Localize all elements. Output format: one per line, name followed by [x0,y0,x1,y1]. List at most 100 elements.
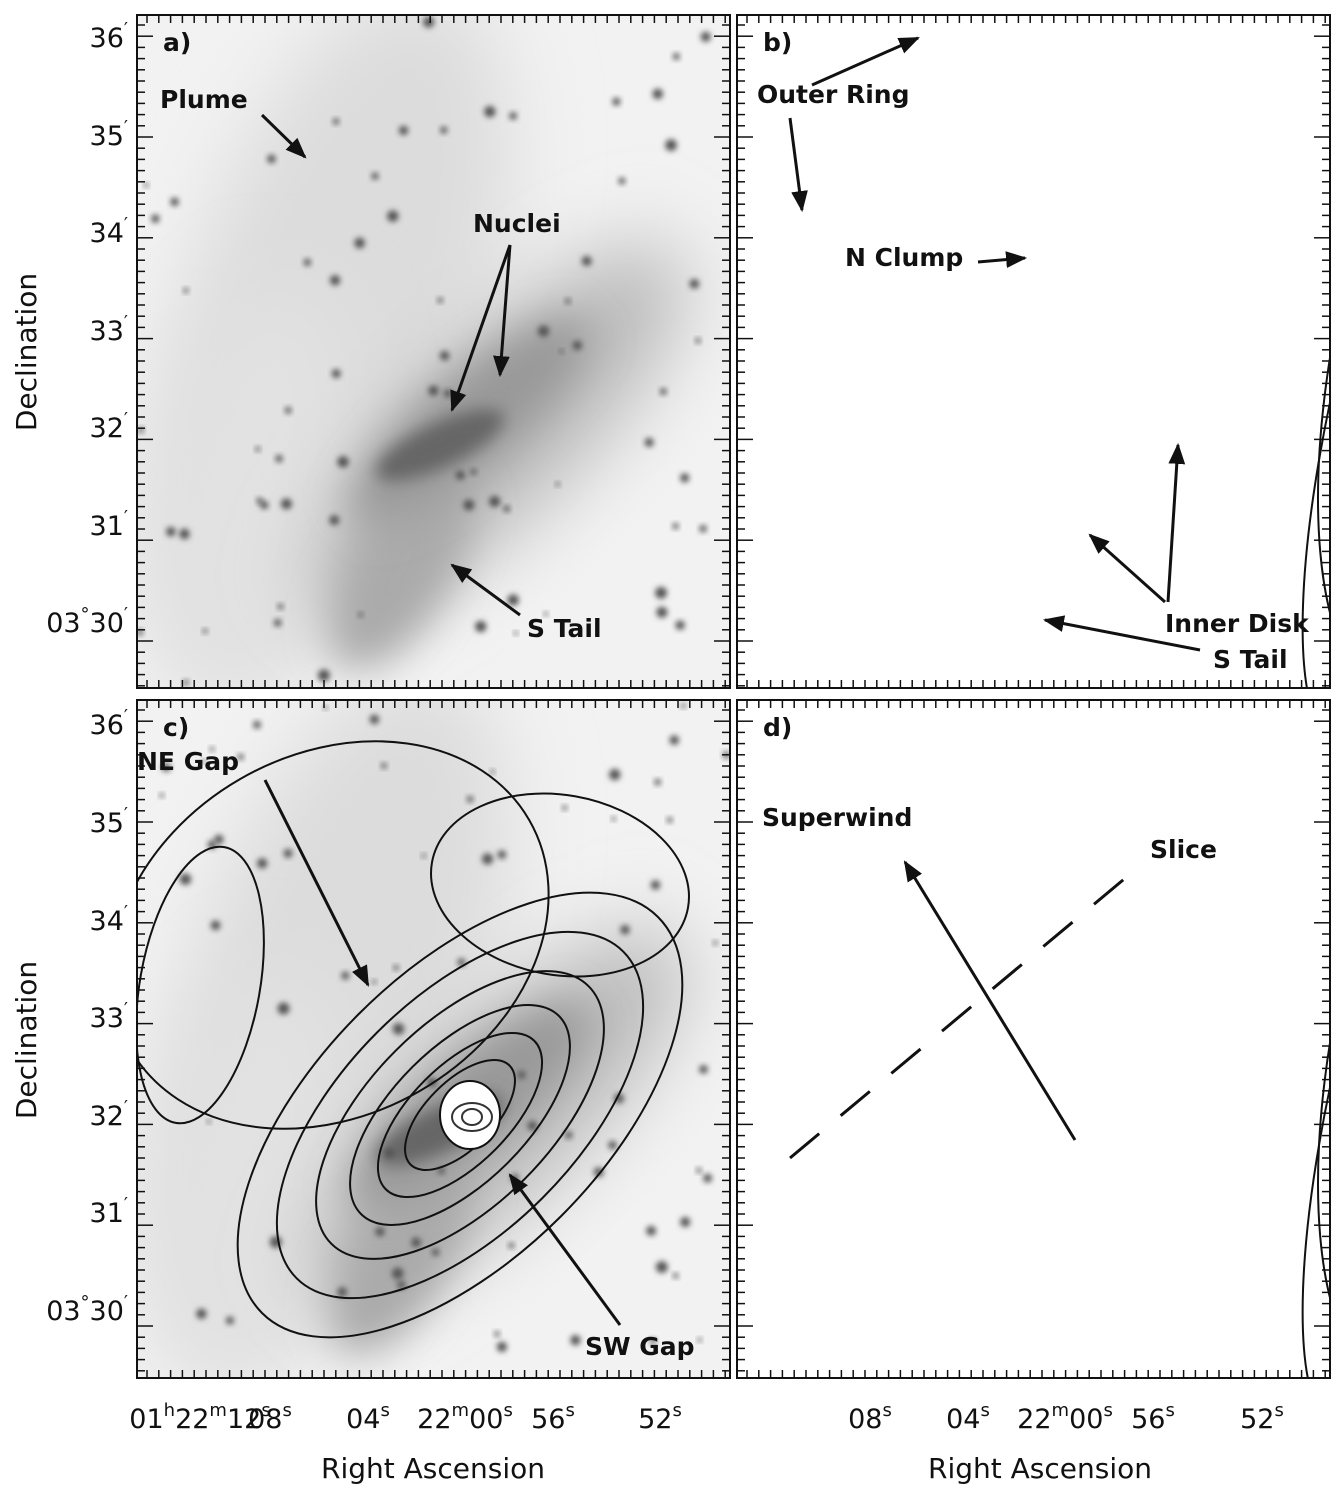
star [337,1287,348,1297]
star [137,629,144,636]
star [680,473,690,483]
tick-part: 30 [90,1296,124,1327]
panel-frame [136,699,731,1379]
annotation: SW Gap [585,1332,695,1361]
y-tick-label: 32′ [90,1097,128,1132]
star [384,1147,395,1159]
star [391,1267,404,1280]
arrow [508,1173,622,1326]
star [337,456,349,468]
tick-part: 12 [227,1404,261,1435]
star [331,369,341,379]
tick-part: ′ [124,1292,128,1313]
star [329,275,341,286]
x-tick-label: 52s [638,1400,682,1435]
tick-part: 32 [90,1101,124,1132]
arrow [450,244,512,412]
star [455,470,465,480]
blob [349,1004,571,1226]
star [443,389,452,398]
star [608,1140,617,1150]
star [397,1280,406,1290]
tick-part: 22 [1017,1404,1051,1435]
tick-part: 31 [90,511,124,542]
x-axis-title: Right Ascension [321,1452,545,1485]
annotation: Inner Disk [1165,609,1310,638]
tick-part: 22 [175,1404,209,1435]
star [572,340,583,351]
arrow [260,113,307,159]
tick-part: ′ [124,1194,128,1215]
y-tick-label: 31′ [90,1194,128,1229]
star [654,778,661,786]
tick-part: ′ [124,409,128,430]
panel-label: d) [763,713,792,742]
tick-part: s [980,1400,989,1421]
y-tick-label: 33′ [90,999,128,1034]
panel-label: c) [163,713,189,742]
star [387,210,399,222]
star [440,126,448,134]
star [475,620,487,633]
star [260,500,269,510]
tick-part: 52 [638,1404,672,1435]
star [507,594,519,606]
y-axis-title: Declination [10,273,43,431]
star [611,816,616,822]
tick-part: ′ [124,312,128,333]
tick-part: 35 [90,808,124,839]
tick-part: ′ [124,117,128,138]
annotation: Nuclei [473,209,561,238]
tick-part: ′ [124,999,128,1020]
star [655,586,668,599]
star [392,1023,405,1035]
star [562,805,568,811]
star [489,495,501,508]
tick-part: ° [81,604,90,625]
blob [153,282,347,688]
y-tick-label: 32′ [90,409,128,444]
star [170,197,179,207]
star [421,853,426,859]
star [508,1242,515,1249]
star [466,795,474,803]
star [672,53,680,60]
tick-part: 34 [90,906,124,937]
arrow [811,36,920,87]
blob [451,1102,493,1132]
star [650,1338,657,1345]
tick-part: s [1165,1400,1174,1421]
tick-part: s [261,1400,270,1421]
star [497,850,507,859]
background [737,15,1330,688]
y-tick-label: 35′ [90,804,128,839]
star [646,1225,657,1236]
tick-part: 08 [248,1404,282,1435]
y-tick-label: 03°30′ [46,604,128,639]
annotation: Superwind [762,803,912,832]
tick-part: 04 [946,1404,980,1435]
tick-part: ′ [124,1097,128,1118]
star [665,139,677,151]
tick-part: 35 [90,121,124,152]
tick-part: ′ [124,902,128,923]
tick-part: 00 [469,1404,503,1435]
tick-part: m [1052,1400,1070,1421]
x-tick-label: 01h22m12s [129,1400,270,1435]
star [253,720,261,729]
tick-part: s [380,1400,389,1421]
y-tick-label: 36′ [90,19,128,54]
star [656,606,668,618]
annotation: Plume [160,85,248,114]
annotation: Slice [1150,835,1217,864]
blob [461,1108,483,1126]
panel [737,700,1330,1378]
star [695,337,701,344]
star [225,1316,234,1325]
x-tick-label: 08s [248,1400,292,1435]
annotation: S Tail [1213,645,1288,674]
star [209,746,215,752]
star [655,1261,668,1273]
star [712,940,718,946]
star [255,446,261,452]
